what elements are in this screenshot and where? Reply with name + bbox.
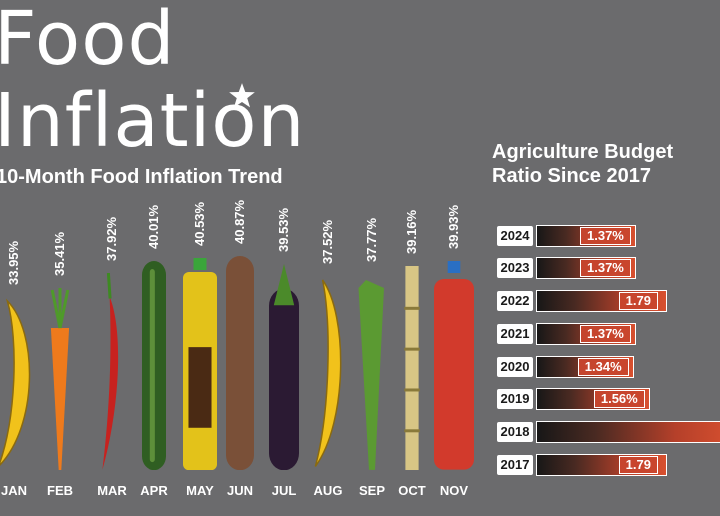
budget-bar-2024 — [536, 225, 636, 247]
month-label-oct: OCT — [398, 483, 426, 498]
budget-value-2019: 1.56% — [593, 390, 645, 408]
value-label-aug: 37.52% — [320, 219, 335, 264]
star-icon — [229, 83, 255, 108]
oil-jug-icon — [434, 261, 474, 470]
budget-value-2024: 1.37% — [580, 227, 631, 245]
value-label-nov: 39.93% — [446, 205, 461, 250]
value-label-sep: 37.77% — [364, 217, 379, 263]
year-label-2019: 2019 — [497, 389, 533, 409]
month-label-jan: JAN — [0, 483, 27, 498]
budget-value-2021: 1.37% — [580, 325, 631, 343]
budget-title-line-2: Ratio Since 2017 — [492, 165, 651, 187]
budget-bar-2022 — [536, 290, 667, 312]
sugarcane-icon — [404, 265, 420, 470]
budget-bar-2020 — [536, 356, 634, 378]
year-label-2023: 2023 — [497, 258, 533, 278]
inflation-chart: 33.95% JAN 35.41% FEB 37.92% MAR 40.01% APR 40.5… — [0, 199, 474, 498]
value-label-may: 40.53% — [192, 201, 207, 246]
month-label-nov: NOV — [439, 483, 469, 498]
month-label-feb: FEB — [47, 483, 73, 498]
year-label-2024: 2024 — [497, 226, 533, 246]
month-label-jul: JUL — [271, 483, 297, 498]
year-label-2022: 2022 — [497, 291, 533, 311]
value-label-mar: 37.92% — [104, 217, 119, 262]
budget-value-2017: 1.79 — [618, 456, 658, 474]
budget-value-2023: 1.37% — [580, 259, 631, 277]
budget-chart-title: Agriculture Budget Ratio Since 2017 — [492, 140, 673, 188]
budget-bar-2018 — [536, 421, 720, 443]
year-label-2017: 2017 — [497, 455, 533, 475]
value-label-feb: 35.41% — [52, 231, 67, 277]
budget-bar-2021 — [536, 323, 636, 345]
budget-title-line-1: Agriculture Budget — [492, 141, 674, 163]
budget-value-2020: 1.34% — [577, 358, 629, 376]
value-label-jan: 33.95% — [6, 240, 21, 285]
value-label-oct: 39.16% — [404, 209, 419, 254]
month-label-sep: SEP — [358, 483, 385, 498]
title-line-food: Food — [0, 0, 176, 82]
budget-bar-2019 — [536, 388, 650, 410]
chart-subtitle: 10-Month Food Inflation Trend — [0, 166, 283, 188]
title-line-inflation: Inflation — [0, 78, 306, 164]
value-label-jul: 39.53% — [276, 207, 291, 252]
banana-icon — [0, 298, 31, 466]
budget-bar-2017 — [536, 454, 667, 476]
month-label-apr: APR — [140, 483, 168, 498]
okra-icon — [358, 280, 384, 470]
banana-icon — [314, 279, 342, 467]
chili-pepper-icon — [102, 273, 119, 470]
month-label-may: MAY — [186, 483, 214, 498]
budget-value-2022: 1.79 — [618, 292, 658, 310]
cucumber-icon — [142, 260, 166, 470]
year-label-2018: 2018 — [497, 422, 533, 442]
yam-icon — [226, 255, 254, 470]
value-label-apr: 40.01% — [146, 204, 161, 249]
month-label-jun: JUN — [226, 483, 253, 498]
eggplant-icon — [269, 263, 299, 470]
month-label-mar: MAR — [97, 483, 127, 498]
month-label-aug: AUG — [313, 483, 343, 498]
budget-bar-2023 — [536, 257, 636, 279]
oil-bottle-icon — [183, 257, 217, 470]
year-label-2020: 2020 — [497, 357, 533, 377]
year-label-2021: 2021 — [497, 324, 533, 344]
value-label-jun: 40.87% — [232, 199, 247, 244]
carrot-icon — [50, 288, 70, 470]
